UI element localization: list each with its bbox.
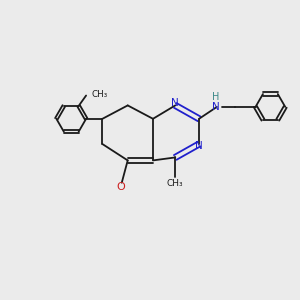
Text: H: H	[212, 92, 219, 101]
Text: CH₃: CH₃	[92, 89, 108, 98]
Text: N: N	[195, 141, 202, 152]
Text: N: N	[171, 98, 178, 108]
Text: CH₃: CH₃	[167, 179, 184, 188]
Text: N: N	[212, 102, 220, 112]
Text: O: O	[116, 182, 125, 192]
